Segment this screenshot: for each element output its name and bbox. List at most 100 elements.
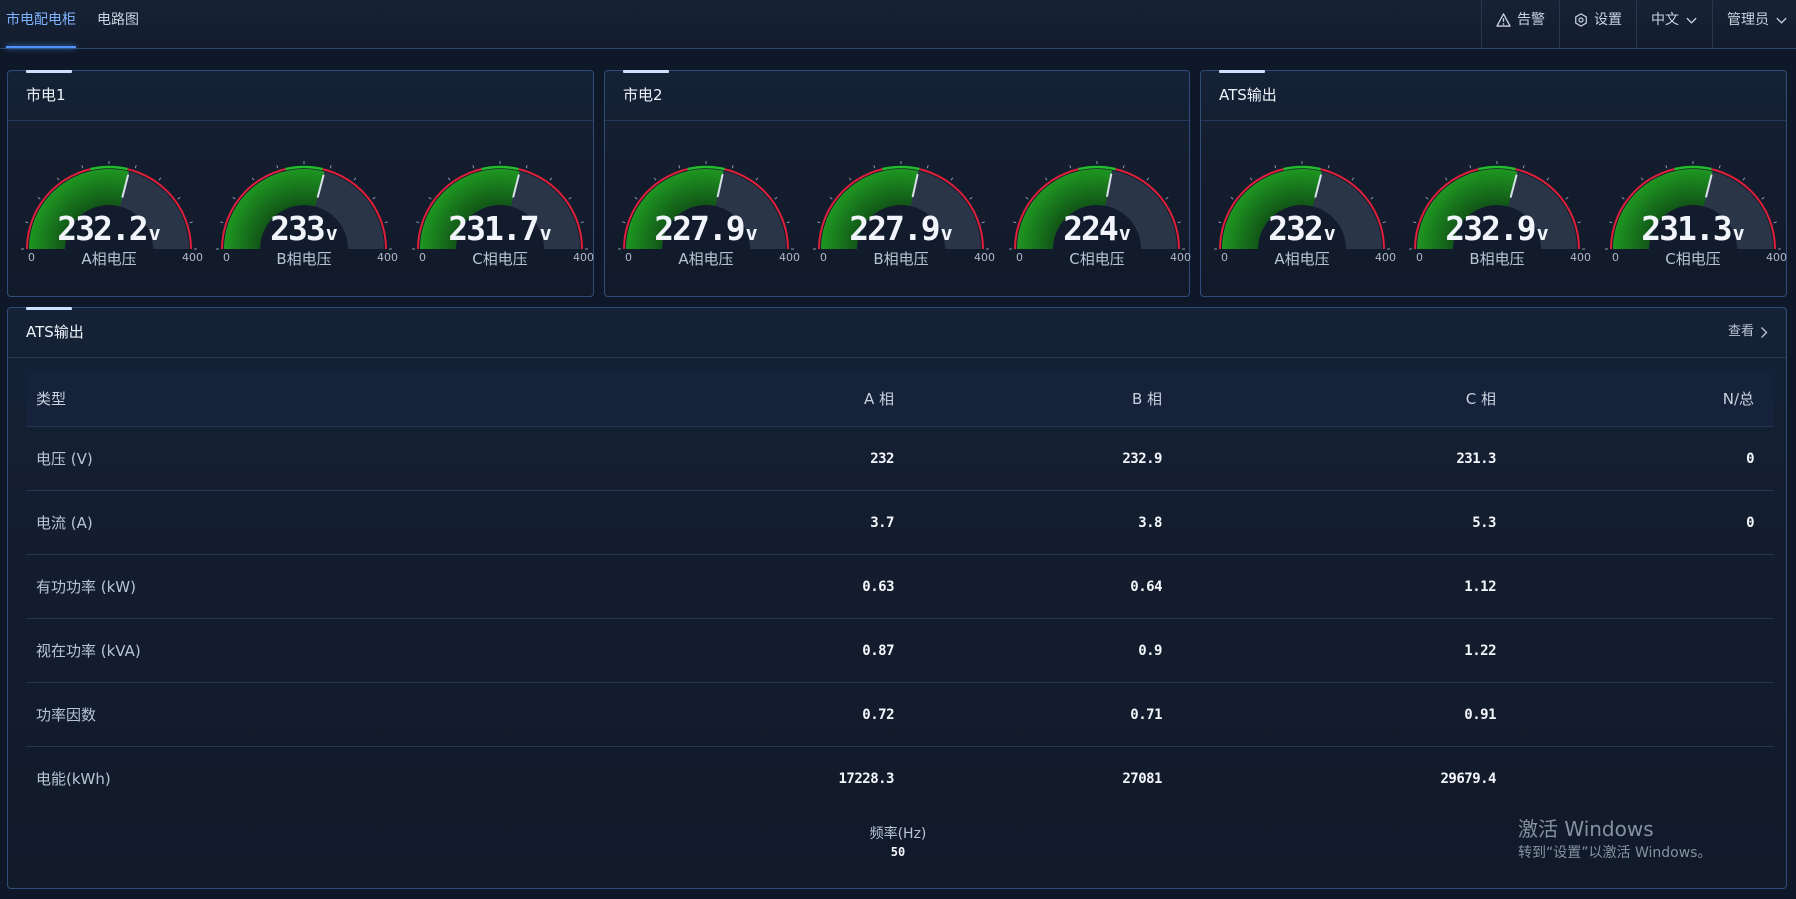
gauge-tick (251, 177, 255, 181)
gauge-dial (216, 161, 392, 250)
gauge-label: A相电压 (678, 250, 734, 268)
language-dropdown[interactable]: 中文 (1636, 0, 1712, 48)
gauge-min: 0 (625, 251, 632, 264)
gauge-tick (428, 196, 432, 200)
cell-phase-a: 0.72 (862, 706, 894, 723)
gauge-tick (384, 221, 388, 224)
ats-output-table-panel: ATS输出 查看 类型 A 相 B 相 C 相 N/总 电压 (V) 232 232… (7, 307, 1787, 889)
gauge-tick (678, 165, 681, 169)
cell-phase-b: 0.71 (1130, 706, 1162, 723)
gauge-unit: v (940, 221, 953, 245)
gauge-unit: v (1118, 221, 1131, 245)
gauge: 227.9 v A相电压 0 400 (612, 153, 800, 293)
gauge-tick (1742, 177, 1746, 181)
gauge-needle (121, 174, 130, 198)
gauge-tick (1370, 196, 1374, 200)
gauge-tick (220, 221, 224, 224)
gauge-normal-band (481, 165, 519, 171)
gauge-max: 400 (1766, 251, 1787, 264)
chevron-right-icon (1761, 326, 1768, 338)
cell-phase-c: 1.12 (1464, 578, 1496, 595)
panel-title: 市电2 (605, 71, 1189, 121)
gauge-value-fill (1613, 169, 1713, 249)
alarm-button[interactable]: 告警 (1481, 0, 1559, 48)
table-row: 有功功率 (kW) 0.63 0.64 1.12 (26, 554, 1774, 618)
gauge-tick (950, 177, 954, 181)
gauge-value-fill (1417, 169, 1518, 249)
settings-label: 设置 (1594, 12, 1622, 28)
cell-phase-n (1586, 683, 1754, 746)
gauge-tick (829, 196, 833, 200)
gauge-max: 400 (1170, 251, 1191, 264)
row-type-label: 电压 (V) (36, 450, 93, 468)
gauge-dial (1605, 161, 1781, 250)
gauge-unit: v (539, 221, 552, 245)
gauge-tick (329, 165, 332, 169)
gauge-min: 0 (419, 251, 426, 264)
windows-watermark-subtitle: 转到“设置”以激活 Windows。 (1518, 845, 1712, 861)
row-type-label: 视在功率 (kVA) (36, 642, 141, 660)
gauge-unit: v (1323, 221, 1336, 245)
gauge-normal-band (285, 165, 323, 171)
gauge-tick (1044, 177, 1048, 181)
gauge-min: 0 (1416, 251, 1423, 264)
gauge-tick (447, 177, 451, 181)
gauge-value-fill (1017, 168, 1112, 249)
cell-phase-n (1586, 555, 1754, 618)
gauge-normal-band (1674, 165, 1712, 171)
gauge-tick (56, 177, 60, 181)
gauge: 231.3 v C相电压 0 400 (1599, 153, 1787, 293)
windows-watermark-title: 激活 Windows (1518, 817, 1654, 841)
gauge-needle (512, 174, 520, 198)
cell-phase-a: 232 (870, 450, 894, 467)
gauge-tick (873, 165, 876, 169)
gauge-needle (1705, 174, 1713, 198)
gauge-max: 400 (779, 251, 800, 264)
gauge-tick (1274, 165, 1277, 169)
user-menu[interactable]: 管理员 (1712, 0, 1796, 48)
alarm-label: 告警 (1517, 12, 1545, 28)
cell-phase-b: 232.9 (1122, 450, 1162, 467)
gauge-value-number: 231.7 (448, 209, 539, 248)
gauge-tick (1469, 165, 1472, 169)
gauge-dial (618, 161, 794, 250)
gauge-max: 400 (1570, 251, 1591, 264)
gauge-tick (1761, 196, 1765, 200)
gauge-min: 0 (28, 251, 35, 264)
gauge: 232.9 v B相电压 0 400 (1403, 153, 1591, 293)
settings-button[interactable]: 设置 (1559, 0, 1636, 48)
gauge-tick (1230, 196, 1234, 200)
gauge-panel-ats-output: ATS输出 232 v A相电压 0 400 232.9 v B相电压 0 400 231.3 v… (1200, 70, 1787, 297)
cell-phase-c: 1.22 (1464, 642, 1496, 659)
tab-mains-cabinet[interactable]: 市电配电柜 (6, 0, 76, 48)
gauge: 233 v B相电压 0 400 (210, 153, 398, 293)
gauge-tick (1425, 196, 1429, 200)
header-n-total: N/总 (1722, 389, 1754, 408)
gauge-value-number: 233 (270, 209, 326, 248)
gauge-tick (1025, 196, 1029, 200)
gauge-tick (1165, 196, 1169, 200)
gauge-value: 227.9 v (807, 209, 995, 248)
gauge-value-fill (1222, 169, 1322, 249)
gauge-value: 232.9 v (1403, 209, 1591, 248)
gauge-normal-band (1078, 165, 1116, 171)
gauge-normal-band (1283, 165, 1321, 171)
gauge-needle (1106, 173, 1113, 197)
view-link[interactable]: 查看 (1728, 308, 1768, 356)
gauge-value-fill (29, 169, 130, 249)
header-type: 类型 (36, 389, 67, 408)
gauge-value-number: 232.9 (1445, 209, 1536, 248)
tab-circuit-diagram[interactable]: 电路图 (97, 12, 139, 28)
gauge-tick (580, 221, 584, 224)
cell-phase-a: 0.63 (862, 578, 894, 595)
cell-phase-n: 0 (1746, 514, 1754, 531)
gauge-tick (969, 196, 973, 200)
gauge-tick (134, 165, 137, 169)
gauge-value-number: 232.2 (57, 209, 148, 248)
row-type-label: 功率因数 (36, 706, 97, 724)
gauge-value-number: 227.9 (654, 209, 745, 248)
gauge-value-fill (420, 169, 520, 249)
gauge-tick (81, 165, 84, 169)
gauge-value-number: 224 (1063, 209, 1119, 248)
gauge-dial (1009, 161, 1185, 250)
